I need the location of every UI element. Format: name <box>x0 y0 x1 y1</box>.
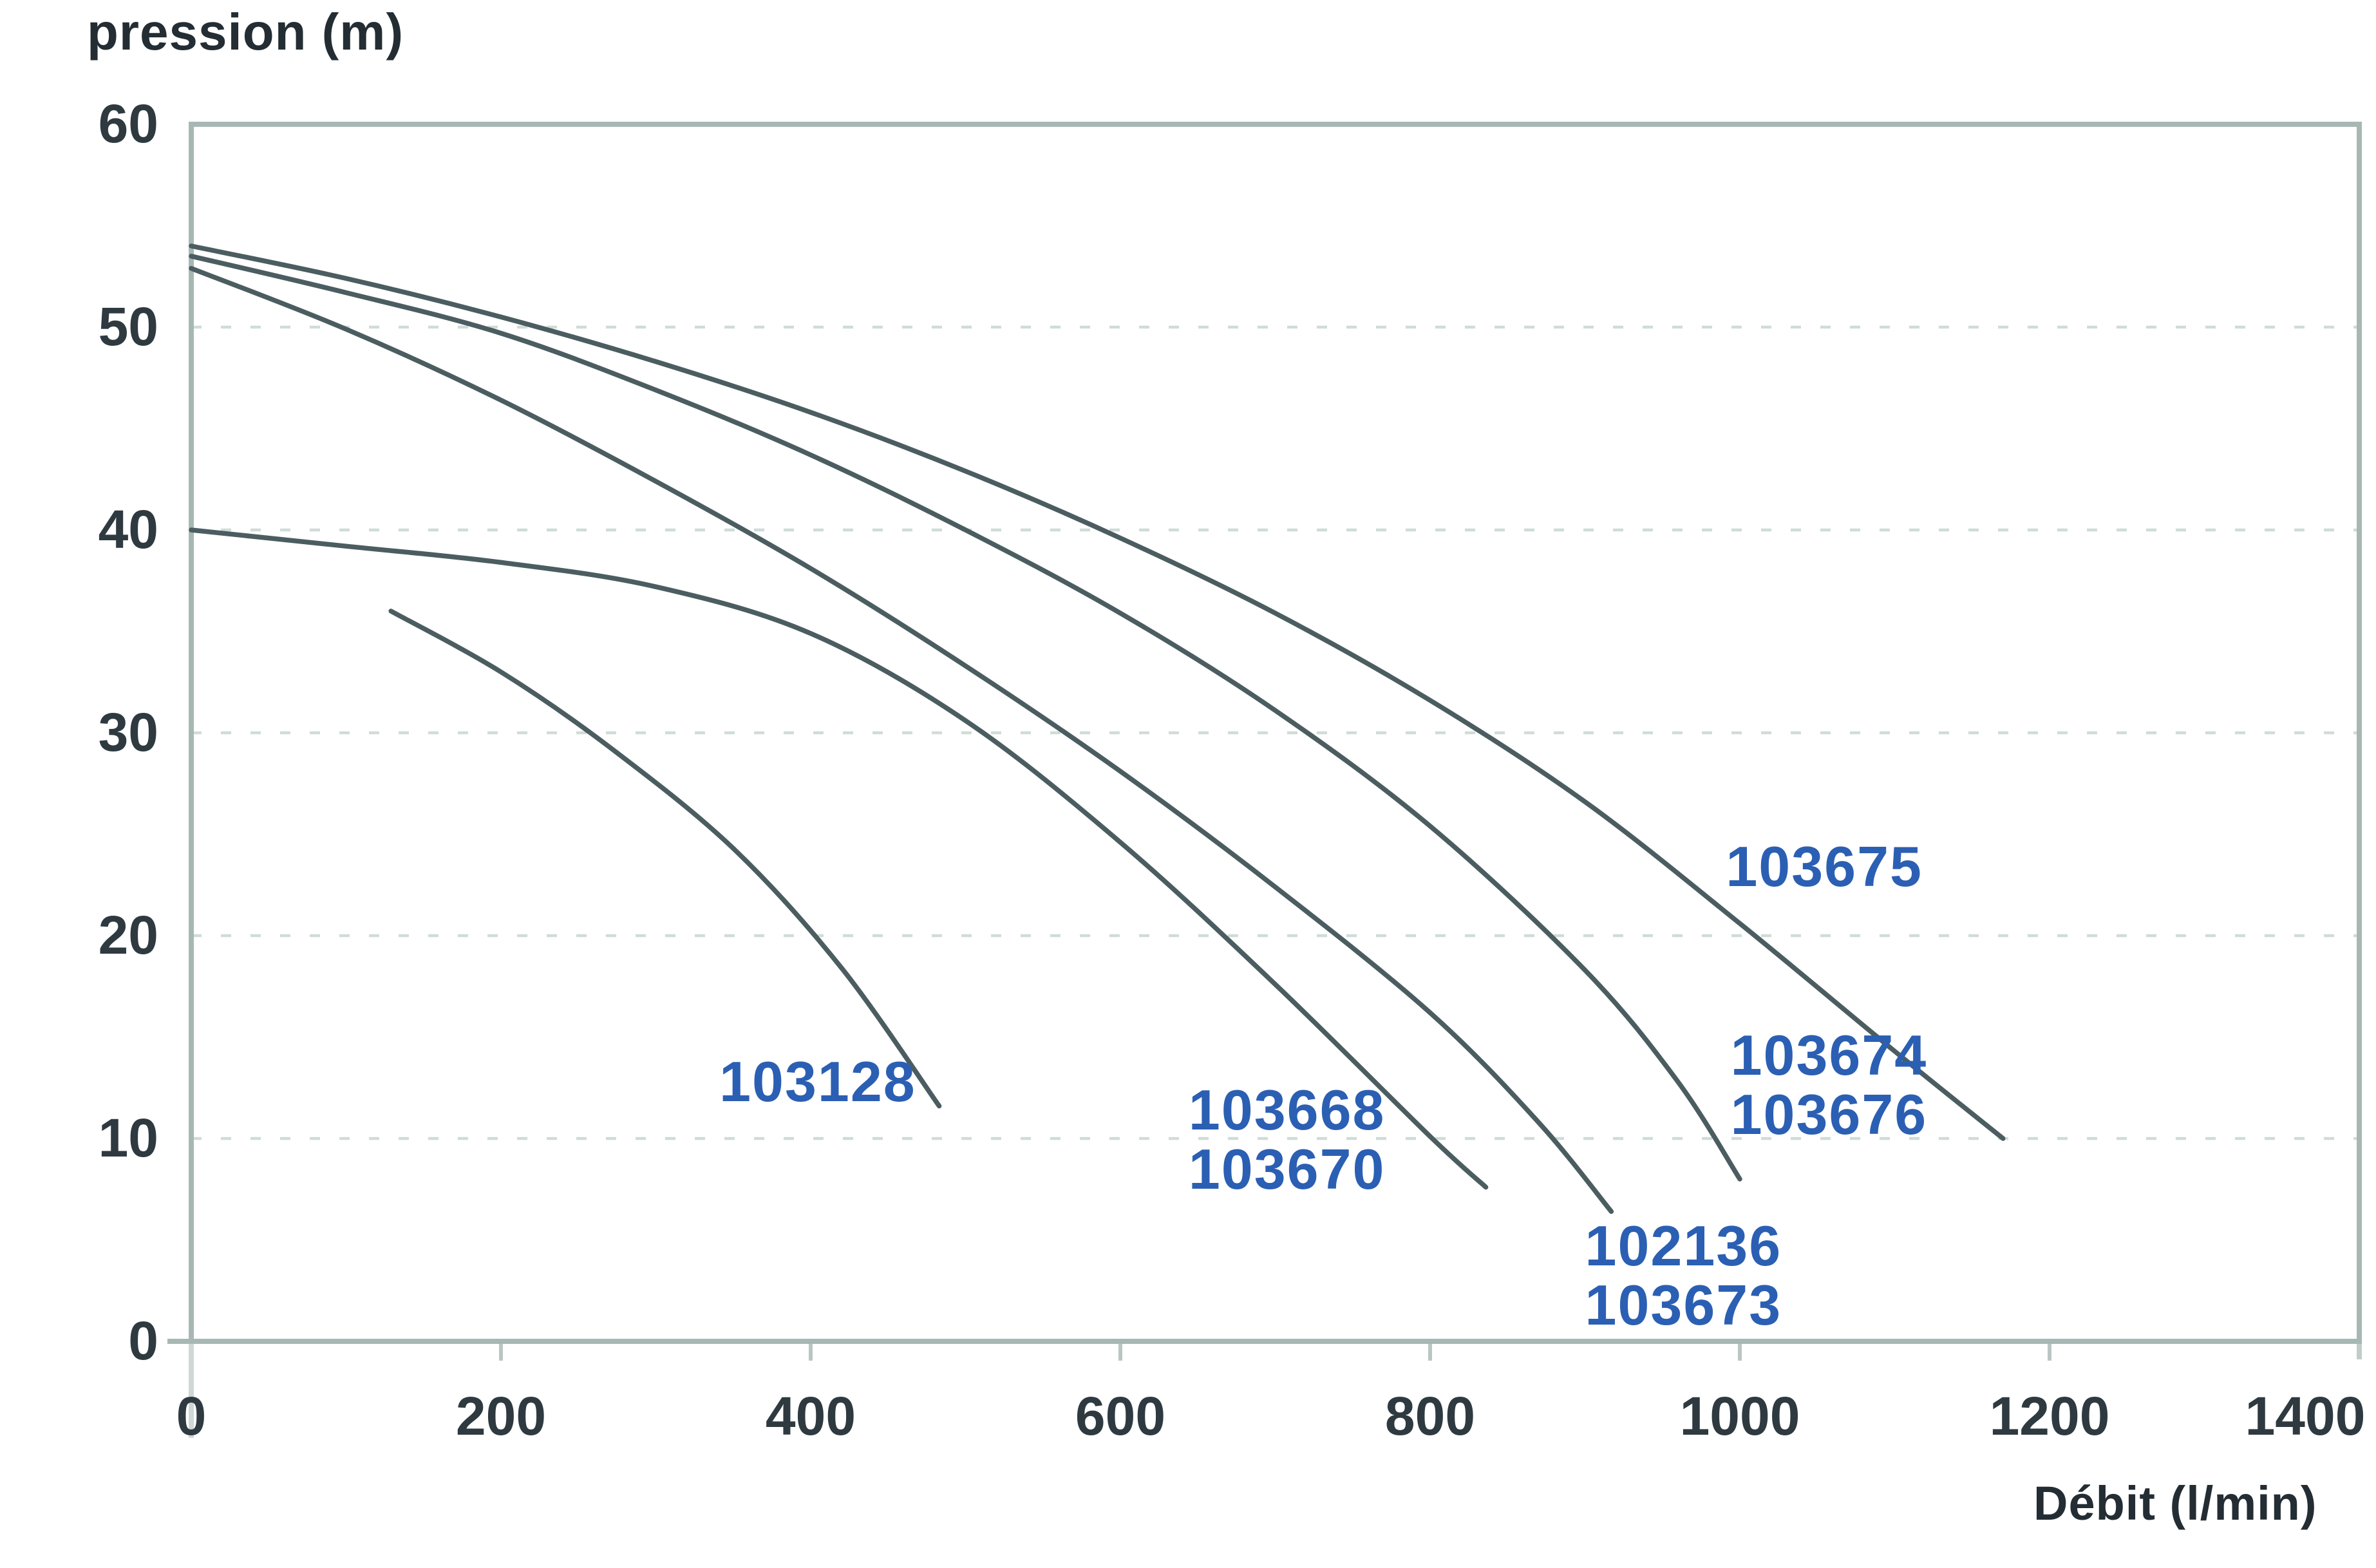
x-tick-label-1400: 1400 <box>2245 1386 2366 1446</box>
y-tick-label-0: 0 <box>128 1310 158 1371</box>
x-tick-label-0: 0 <box>176 1386 207 1446</box>
annotation-103674: 103674 <box>1731 1023 1928 1087</box>
curve-103668-103670 <box>189 527 1489 1190</box>
annotation-102136: 102136 <box>1585 1214 1782 1278</box>
x-tick-label-600: 600 <box>1075 1386 1165 1446</box>
x-tick-label-200: 200 <box>456 1386 546 1446</box>
x-tick-label-400: 400 <box>766 1386 856 1446</box>
x-tick-label-1200: 1200 <box>1990 1386 2110 1446</box>
y-tick-label-50: 50 <box>99 296 158 357</box>
y-tick-label-20: 20 <box>99 905 158 965</box>
y-tick-label-60: 60 <box>99 93 158 154</box>
curve-103128 <box>388 609 942 1109</box>
annotation-103675: 103675 <box>1726 835 1923 898</box>
annotation-103128: 103128 <box>719 1050 916 1113</box>
annotation-102136: 103673 <box>1585 1273 1782 1337</box>
x-tick-label-1000: 1000 <box>1680 1386 1800 1446</box>
annotation-103674: 103676 <box>1731 1082 1928 1146</box>
curve-103674-103676 <box>189 254 1742 1182</box>
curve-102136-103673 <box>189 265 1614 1214</box>
x-axis-title: Débit (l/min) <box>2033 1477 2317 1530</box>
plot-border <box>189 122 2362 1344</box>
curve-103675 <box>189 243 2006 1141</box>
x-tick-label-800: 800 <box>1385 1386 1475 1446</box>
y-tick-label-10: 10 <box>99 1108 158 1168</box>
y-axis-title: pression (m) <box>87 3 404 61</box>
y-tick-label-30: 30 <box>99 702 158 762</box>
annotation-103668: 103670 <box>1189 1137 1386 1201</box>
y-tick-label-40: 40 <box>99 499 158 560</box>
annotation-103668: 103668 <box>1189 1078 1386 1142</box>
